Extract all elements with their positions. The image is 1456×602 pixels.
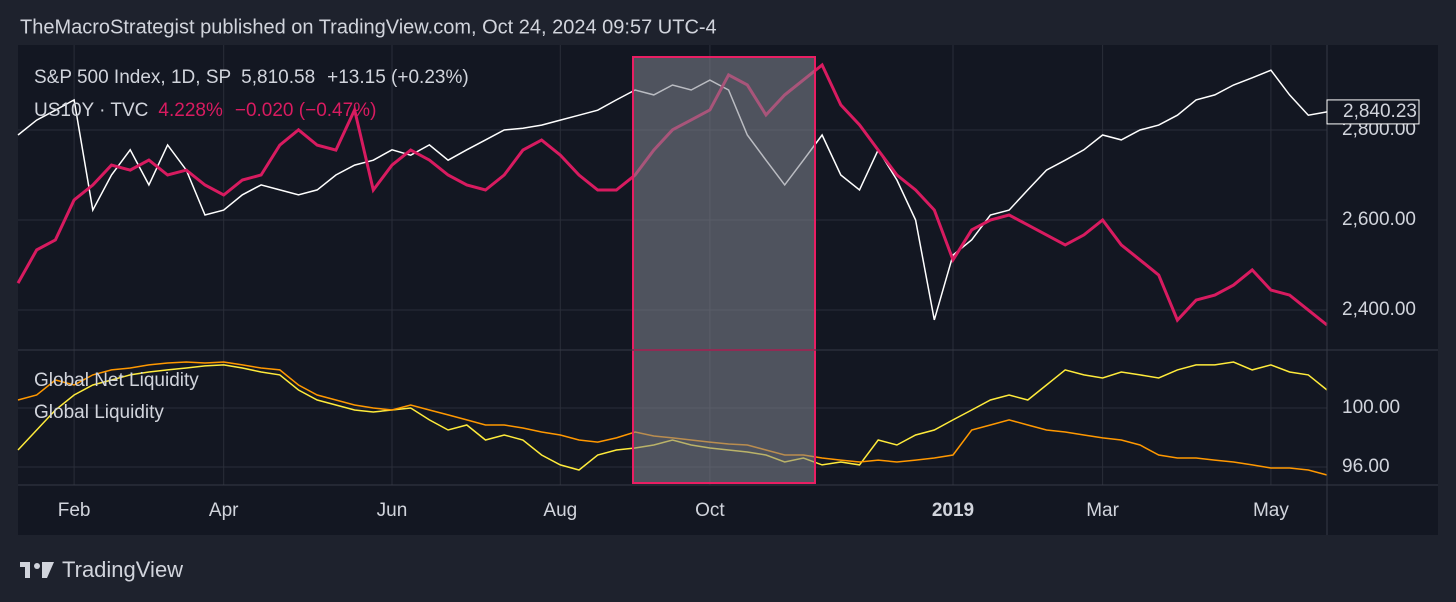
x-tick-label: Oct bbox=[695, 500, 725, 521]
x-tick-label: Feb bbox=[58, 500, 91, 521]
x-tick-label: Mar bbox=[1086, 500, 1119, 521]
x-tick-label: May bbox=[1253, 500, 1289, 521]
legend-name: S&P 500 Index, 1D, SP bbox=[34, 67, 231, 88]
legend-name: Global Liquidity bbox=[34, 402, 164, 423]
legend-quote: 4.228% bbox=[158, 100, 223, 121]
legend-name: Global Net Liquidity bbox=[34, 370, 199, 391]
legend-name: US10Y · TVC bbox=[34, 100, 148, 121]
y-tick-label: 2,600.00 bbox=[1342, 209, 1416, 230]
price-box bbox=[1326, 99, 1420, 125]
legend-quote: 5,810.58 bbox=[241, 67, 315, 88]
logo bbox=[20, 562, 54, 578]
y-tick-label: 96.00 bbox=[1342, 456, 1390, 477]
legend-change: −0.020 (−0.47%) bbox=[235, 100, 377, 121]
x-tick-label: Jun bbox=[377, 500, 408, 521]
highlight bbox=[632, 56, 816, 351]
x-tick-label: Apr bbox=[209, 500, 239, 521]
price-label: 2,840.23 bbox=[1343, 101, 1417, 122]
y-tick-label: 100.00 bbox=[1342, 397, 1400, 418]
legend-change: +13.15 (+0.23%) bbox=[327, 67, 469, 88]
x-tick-label: Aug bbox=[543, 500, 577, 521]
highlight bbox=[632, 349, 816, 484]
brand: TradingView bbox=[62, 557, 183, 582]
x-tick-label: 2019 bbox=[932, 500, 974, 521]
header: TheMacroStrategist published on TradingV… bbox=[20, 16, 717, 38]
y-tick-label: 2,400.00 bbox=[1342, 299, 1416, 320]
